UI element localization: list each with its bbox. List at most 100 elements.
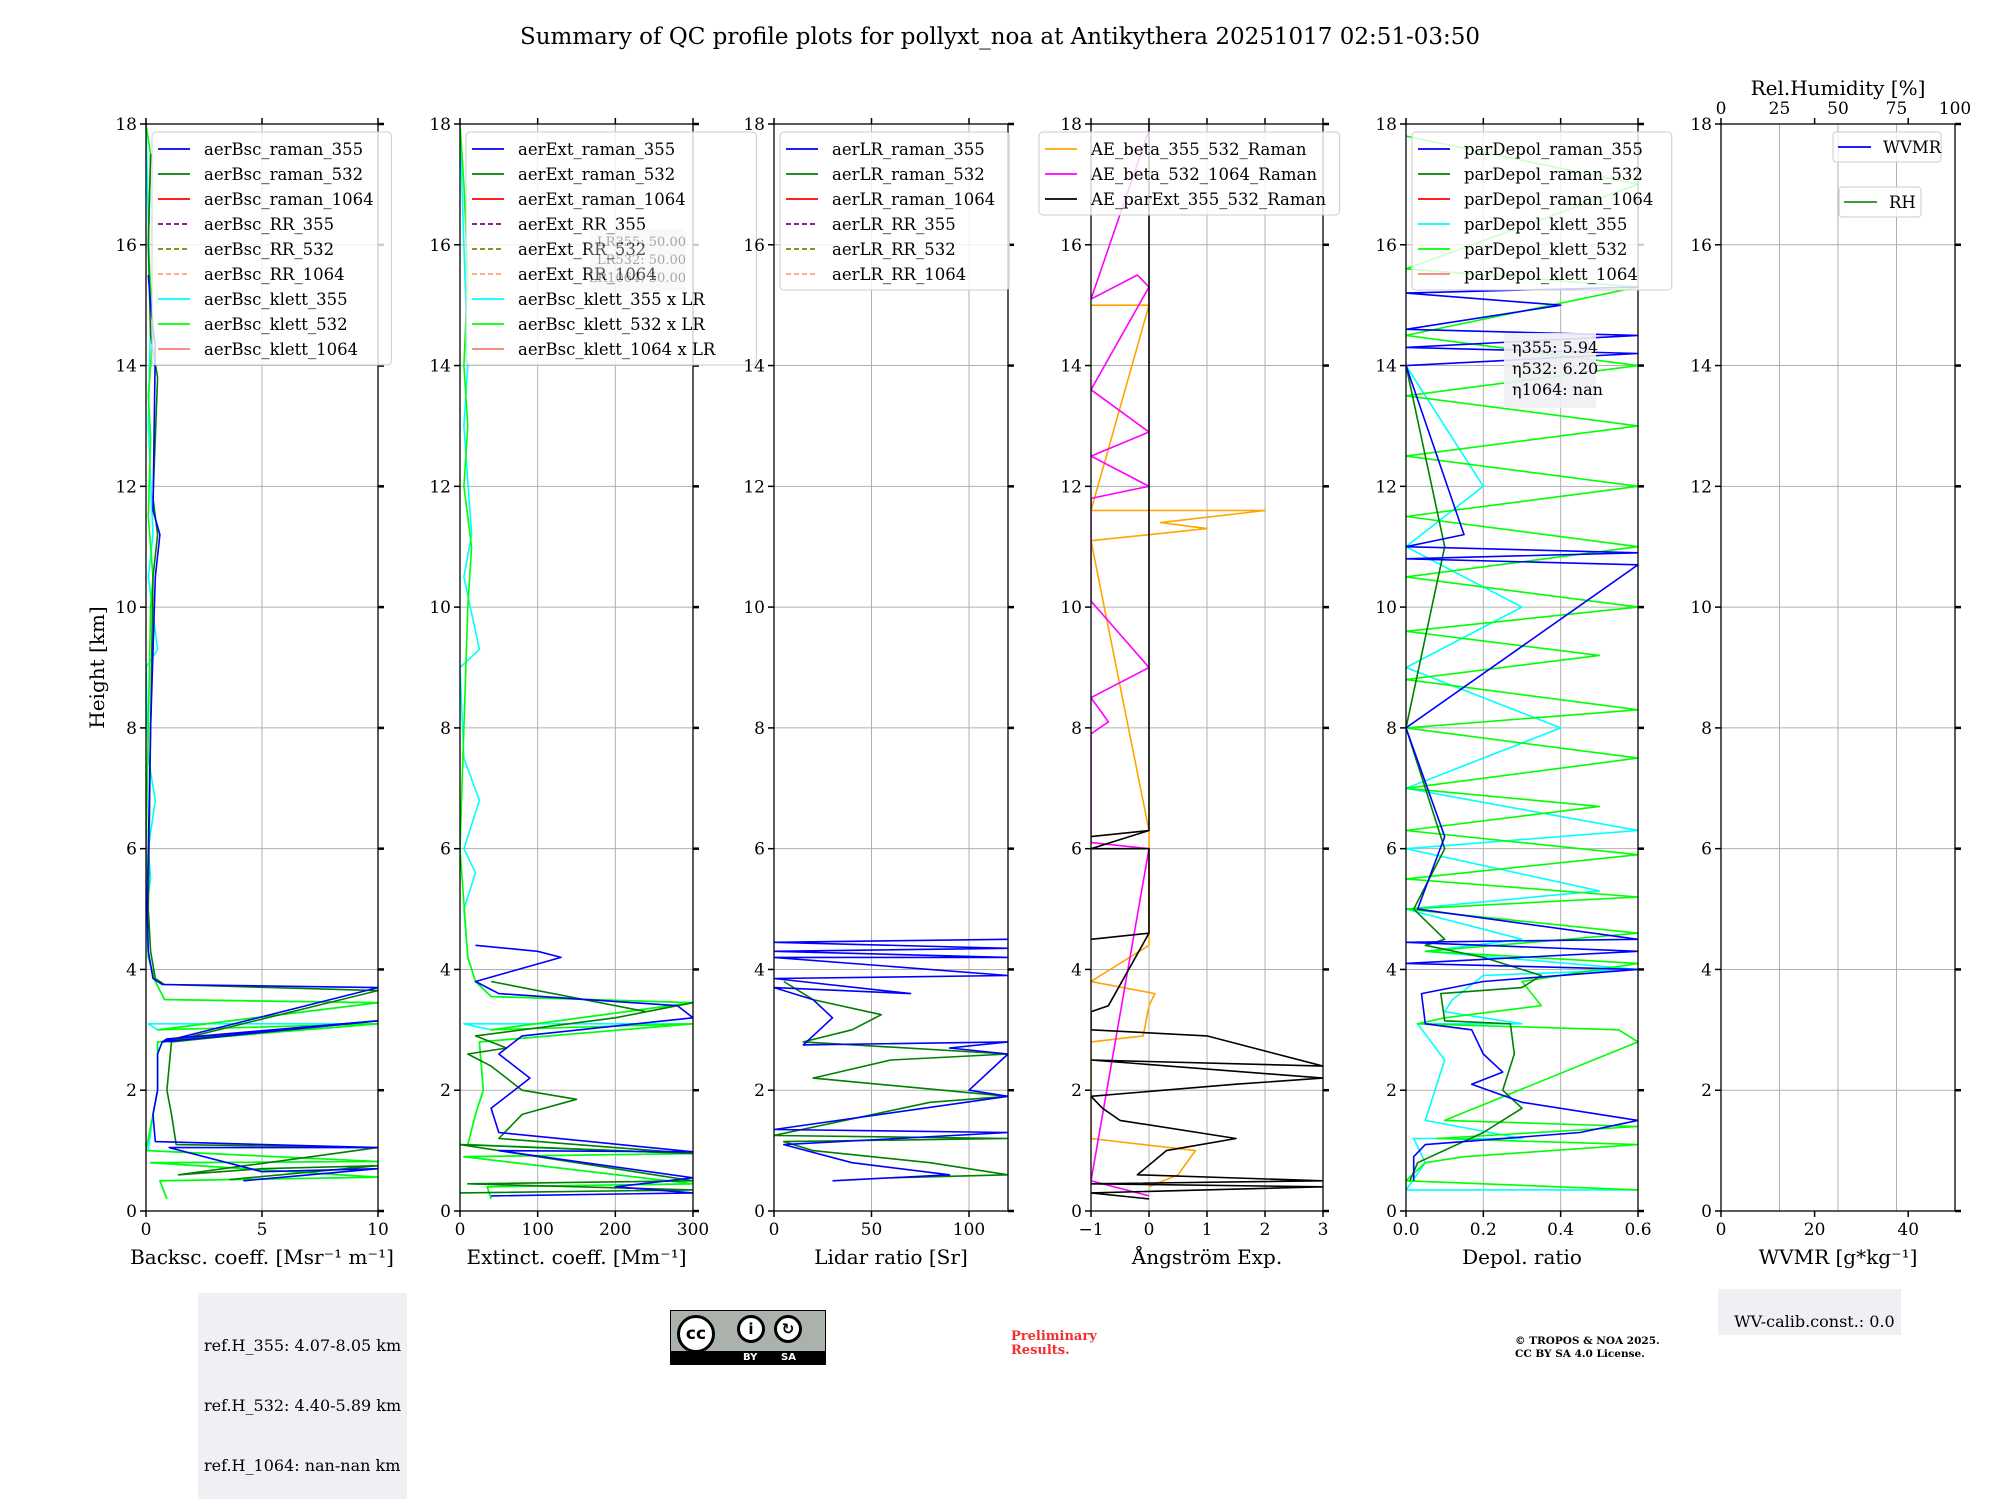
legend-label: AE_beta_532_1064_Raman [1090,165,1317,184]
y-tick-label: 2 [126,1081,137,1101]
legend-label: aerBsc_raman_532 [204,165,363,184]
legend-label: aerBsc_klett_1064 [204,340,358,359]
axes-frame [773,123,1009,1212]
series-group [1406,135,1638,1191]
legend-box [1838,186,1922,218]
y-tick-label: 6 [1701,840,1712,860]
legend-label: aerLR_raman_1064 [832,190,995,209]
x-axis-label: Lidar ratio [Sr] [814,1245,968,1269]
x-tick-label: 5 [257,1220,268,1240]
y-tick-label: 4 [1386,960,1397,980]
y-tick-label: 10 [1690,598,1712,618]
legend: aerLR_raman_355 aerLR_raman_532 aerLR_rama… [779,131,1010,291]
legend-label: aerLR_RR_355 [832,215,956,234]
series-group [774,938,1008,1182]
legend-label: parDepol_raman_355 [1464,140,1643,159]
legend-label: AE_beta_355_532_Raman [1090,140,1307,159]
ref-height-532: ref.H_532: 4.40-5.89 km [204,1396,402,1415]
legend-label: parDepol_raman_532 [1464,165,1643,184]
axes-frame [1405,123,1639,1212]
top-x-tick-label: 75 [1886,99,1908,119]
x-tick-label: 100 [521,1220,553,1240]
legend-label: parDepol_klett_532 [1464,240,1627,259]
y-tick-label: 10 [115,598,137,618]
legend-label: aerExt_raman_1064 [518,190,686,209]
series-parDepol_klett_355 [1406,365,1638,1191]
legend-label: aerExt_RR_532 [518,240,646,259]
panel-extinction: 0 2 4 6 8 10 12 14 16 18 0 100 200 300 Extinct. coeff.… [429,115,757,1269]
share-alike-icon: ↻ [774,1315,802,1343]
y-tick-label: 14 [1375,357,1397,377]
x-tick-label: 0.2 [1470,1220,1497,1240]
x-tick-label: 40 [1897,1220,1919,1240]
eta-value: η355: 5.94 [1512,338,1598,357]
legend-label: aerBsc_klett_1064 x LR [518,340,716,359]
y-tick-label: 2 [754,1081,765,1101]
y-tick-label: 12 [743,477,765,497]
series-group [146,124,378,1200]
x-axis-label: Extinct. coeff. [Mm⁻¹] [466,1245,686,1269]
legend-label: WVMR [1883,138,1942,157]
lidar-ratio-annotation: LR355: 50.00 LR532: 50.00 LR1064: 50.00 [589,229,686,291]
y-tick-label: 10 [1060,598,1082,618]
top-x-tick-label: 100 [1939,99,1971,119]
y-tick-label: 10 [743,598,765,618]
y-tick-label: 0 [126,1202,137,1222]
annotation-box [590,229,686,291]
legend-label: aerExt_RR_1064 [518,265,657,284]
legend-label: aerLR_raman_532 [832,165,985,184]
y-tick-label: 12 [115,477,137,497]
legend-label: aerLR_raman_355 [832,140,985,159]
legend-label: aerBsc_raman_1064 [204,190,374,209]
lidar-ratio-value: LR532: 50.00 [597,253,686,268]
y-tick-label: 12 [1375,477,1397,497]
legend-label: aerBsc_raman_355 [204,140,363,159]
legend-label: RH [1889,193,1916,212]
y-tick-label: 0 [1071,1202,1082,1222]
y-tick-label: 8 [440,719,451,739]
y-tick-label: 12 [429,477,451,497]
eta-value: η1064: nan [1512,380,1603,399]
legend-wvmr: WVMR [1832,131,1942,163]
legend-label: AE_parExt_355_532_Raman [1090,190,1326,209]
copyright-note: © TROPOS & NOA 2025. CC BY SA 4.0 Licens… [1515,1335,1660,1360]
y-tick-label: 12 [1690,477,1712,497]
y-tick-label: 2 [1701,1081,1712,1101]
attribution-person-icon: i [737,1315,765,1343]
y-tick-label: 10 [1375,598,1397,618]
y-tick-label: 0 [1701,1202,1712,1222]
y-tick-label: 18 [1060,115,1082,135]
y-axis-label: Height [km] [85,606,109,728]
x-tick-label: 0 [141,1220,152,1240]
y-tick-label: 4 [1071,960,1082,980]
y-tick-label: 14 [115,357,137,377]
panel-backscatter: 0 2 4 6 8 10 12 14 16 18 0 5 10 Backsc. coeff. [Msr⁻¹… [85,115,394,1269]
y-tick-label: 4 [126,960,137,980]
x-tick-label: 0 [769,1220,780,1240]
series-AE_beta_532_1064_Raman [1091,129,1150,1197]
legend-label: parDepol_raman_1064 [1464,190,1653,209]
y-tick-label: 14 [1690,357,1712,377]
x-axis-label: Depol. ratio [1462,1245,1582,1269]
cc-by-sa-license-badge: cc i ↻ BY SA [670,1310,826,1365]
eta-value: η532: 6.20 [1512,359,1598,378]
series-aerBsc_klett_532 [146,124,378,1200]
y-tick-label: 14 [1060,357,1082,377]
series-aerExt_raman_355 [474,944,693,1197]
y-tick-label: 6 [440,840,451,860]
legend-box [465,131,757,366]
figure-title: Summary of QC profile plots for pollyxt_… [519,24,1481,50]
panel-depolarization: 0 2 4 6 8 10 12 14 16 18 0.0 0.2 0.4 0.6 Depol. ratio p… [1375,115,1673,1269]
x-tick-label: 2 [1260,1220,1271,1240]
legend-label: aerLR_RR_532 [832,240,956,259]
legend-label: aerBsc_RR_532 [204,240,334,259]
legend-label: aerBsc_klett_355 [204,290,348,309]
y-tick-label: 2 [1071,1081,1082,1101]
series-aerBsc_raman_355 [146,274,378,1182]
x-tick-label: 300 [677,1220,709,1240]
series-aerLR_raman_532 [774,980,1008,1179]
lidar-ratio-value: LR1064: 50.00 [589,271,686,286]
by-label: BY [743,1352,758,1363]
legend-label: aerExt_raman_532 [518,165,675,184]
y-tick-label: 8 [1386,719,1397,739]
